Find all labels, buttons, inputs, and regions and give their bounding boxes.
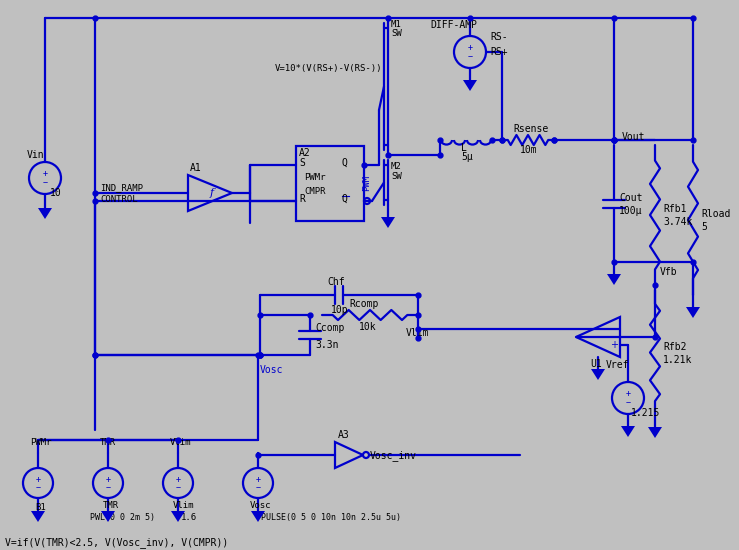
Text: M1: M1 (391, 20, 402, 29)
Polygon shape (38, 208, 52, 219)
Text: −: − (625, 399, 630, 408)
Text: L: L (461, 143, 467, 153)
Text: Vosc: Vosc (250, 501, 271, 510)
Text: PWMr: PWMr (304, 173, 325, 183)
Text: CONTROL: CONTROL (100, 195, 137, 205)
Text: V=if(V(TMR)<2.5, V(Vosc_inv), V(CMPR)): V=if(V(TMR)<2.5, V(Vosc_inv), V(CMPR)) (5, 537, 228, 548)
Text: M2: M2 (391, 162, 402, 171)
Text: RS-: RS- (490, 32, 508, 42)
Text: Vlim: Vlim (173, 501, 194, 510)
Text: 10m: 10m (520, 145, 538, 155)
Polygon shape (621, 426, 635, 437)
Text: TMR: TMR (100, 438, 116, 447)
Text: 10p: 10p (331, 305, 349, 315)
Text: Vref: Vref (606, 360, 630, 370)
Polygon shape (648, 427, 662, 438)
Text: −: − (175, 483, 180, 492)
Text: 10k: 10k (359, 322, 377, 332)
Text: 1.21k: 1.21k (663, 355, 692, 365)
Text: Chf: Chf (327, 277, 344, 287)
Text: Rfb2: Rfb2 (663, 342, 687, 352)
Text: Vlim: Vlim (406, 328, 429, 338)
Text: DIFF-AMP: DIFF-AMP (430, 20, 477, 30)
Text: +: + (256, 475, 261, 483)
Polygon shape (101, 511, 115, 522)
Text: PWM: PWM (363, 175, 372, 191)
Text: +: + (625, 389, 630, 399)
Text: −: − (43, 179, 47, 188)
Text: −: − (468, 52, 472, 62)
Text: 3.3n: 3.3n (315, 340, 338, 350)
Text: +: + (175, 475, 180, 483)
Text: A2: A2 (299, 147, 311, 157)
Text: −: − (106, 483, 111, 492)
Text: 1.6: 1.6 (181, 513, 197, 522)
Text: 5: 5 (701, 222, 707, 232)
Text: B1: B1 (35, 503, 46, 512)
Text: U1: U1 (590, 359, 602, 369)
Text: Rload: Rload (701, 209, 730, 219)
Text: Rsense: Rsense (513, 124, 548, 134)
Polygon shape (591, 369, 605, 380)
Text: +: + (43, 169, 47, 179)
Text: Vin: Vin (27, 150, 44, 160)
Text: SW: SW (391, 29, 402, 38)
Text: 3.74k: 3.74k (663, 217, 692, 227)
Text: −: − (256, 483, 261, 492)
Text: Ccomp: Ccomp (315, 323, 344, 333)
Text: PWL(0 0 2m 5): PWL(0 0 2m 5) (90, 513, 155, 522)
Text: IND_RAMP: IND_RAMP (100, 184, 143, 192)
Text: RS+: RS+ (490, 47, 508, 57)
Text: 100µ: 100µ (619, 206, 642, 216)
Text: −: − (35, 483, 41, 492)
Text: Rfb1: Rfb1 (663, 204, 687, 214)
Text: f: f (210, 188, 214, 198)
Polygon shape (31, 511, 45, 522)
Text: Vout: Vout (622, 132, 645, 142)
Text: Q: Q (342, 194, 348, 204)
Text: +: + (610, 340, 618, 350)
Polygon shape (607, 274, 621, 285)
Text: Q: Q (342, 158, 348, 168)
Text: A1: A1 (190, 163, 202, 173)
Polygon shape (251, 511, 265, 522)
Polygon shape (171, 511, 185, 522)
Text: −: − (610, 324, 618, 334)
Text: Vlim: Vlim (170, 438, 191, 447)
Text: +: + (106, 475, 111, 483)
Text: Cout: Cout (619, 193, 642, 203)
Text: TMR: TMR (103, 501, 119, 510)
Text: Vosc: Vosc (260, 365, 284, 375)
Text: 5µ: 5µ (461, 152, 473, 162)
Text: A3: A3 (338, 430, 350, 440)
Text: 10: 10 (50, 188, 62, 198)
Text: R: R (299, 194, 305, 204)
Polygon shape (686, 307, 700, 318)
Text: SW: SW (391, 172, 402, 181)
Bar (296, 146, 364, 221)
Text: Vfb: Vfb (660, 267, 678, 277)
Text: +: + (35, 475, 41, 483)
Polygon shape (381, 217, 395, 228)
Text: +: + (468, 43, 472, 52)
Text: S: S (299, 158, 305, 168)
Text: PULSE(0 5 0 10n 10n 2.5u 5u): PULSE(0 5 0 10n 10n 2.5u 5u) (261, 513, 401, 522)
Text: V=10*(V(RS+)-V(RS-)): V=10*(V(RS+)-V(RS-)) (275, 64, 383, 73)
Text: 1.215: 1.215 (631, 408, 661, 418)
Text: Vosc_inv: Vosc_inv (370, 450, 417, 461)
Polygon shape (463, 80, 477, 91)
Text: PWMr: PWMr (30, 438, 52, 447)
Text: Rcomp: Rcomp (349, 299, 378, 309)
Text: CMPR: CMPR (304, 186, 325, 195)
